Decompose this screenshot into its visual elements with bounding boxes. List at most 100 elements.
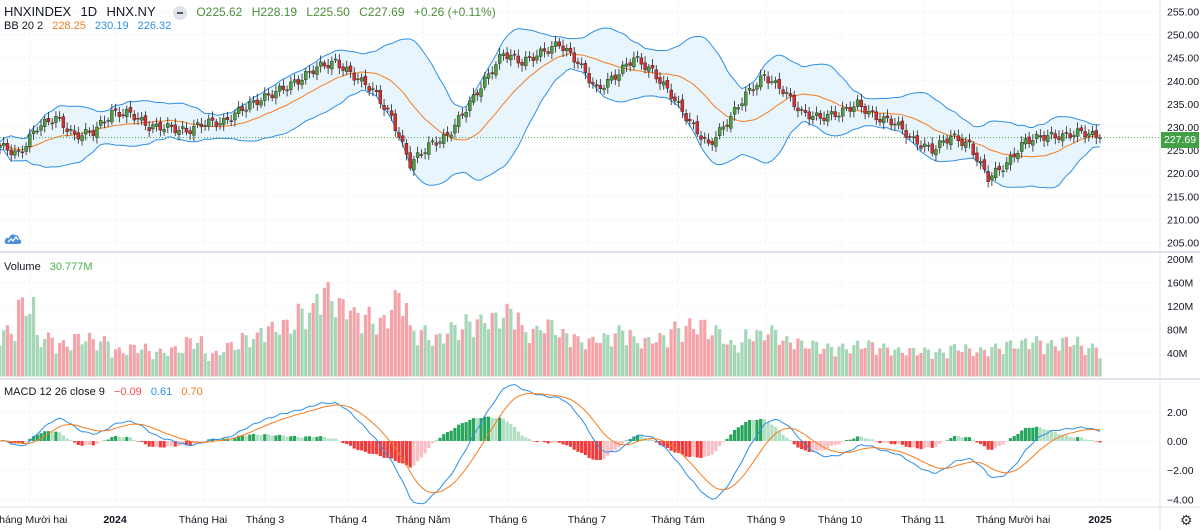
volume-bar bbox=[665, 347, 670, 377]
macd-histogram-bar bbox=[941, 441, 945, 442]
candle-body bbox=[1068, 133, 1072, 138]
candle-body bbox=[460, 113, 465, 116]
candle-body bbox=[878, 118, 882, 123]
volume-bar bbox=[818, 353, 822, 377]
volume-bar bbox=[975, 352, 979, 377]
candle-body bbox=[434, 142, 438, 146]
signal-value: 0.70 bbox=[181, 386, 203, 398]
candle-body bbox=[304, 71, 308, 80]
volume-bar bbox=[718, 329, 722, 377]
volume-bar bbox=[0, 345, 2, 377]
macd-histogram-bar bbox=[1008, 438, 1013, 441]
macd-histogram-bar bbox=[829, 441, 834, 446]
volume-bar bbox=[516, 312, 520, 377]
macd-histogram-bar bbox=[732, 429, 737, 441]
time-tick-label: Tháng Hai bbox=[179, 514, 227, 526]
tradingview-cloud-icon[interactable] bbox=[4, 232, 22, 246]
candle-body bbox=[173, 124, 177, 134]
candle-body bbox=[16, 150, 21, 152]
volume-bar bbox=[501, 317, 505, 377]
time-tick-label: Tháng Mười hai bbox=[976, 514, 1051, 526]
candle-body bbox=[829, 111, 834, 115]
volume-bar bbox=[751, 341, 755, 377]
candle-body bbox=[1072, 135, 1076, 137]
volume-bar bbox=[725, 344, 729, 377]
macd-histogram-bar bbox=[781, 434, 785, 441]
macd-histogram-bar bbox=[166, 441, 170, 447]
candle-body bbox=[229, 120, 233, 122]
macd-histogram-bar bbox=[740, 425, 744, 441]
symbol-name[interactable]: HNXINDEX bbox=[4, 4, 72, 19]
interval[interactable]: 1D bbox=[80, 4, 98, 19]
candle-body bbox=[949, 136, 953, 146]
volume-bar bbox=[848, 353, 852, 377]
candle-body bbox=[587, 73, 591, 84]
volume-bar bbox=[408, 325, 412, 377]
volume-bar bbox=[110, 357, 114, 377]
macd-histogram-bar bbox=[938, 441, 942, 444]
volume-bar bbox=[162, 352, 166, 377]
macd-histogram-bar bbox=[113, 435, 118, 441]
volume-bar bbox=[1042, 354, 1046, 377]
volume-bar bbox=[304, 329, 308, 377]
volume-bar bbox=[684, 325, 688, 377]
candle-body bbox=[1079, 127, 1084, 131]
volume-legend[interactable]: Volume 30.777M bbox=[4, 261, 99, 273]
volume-bar bbox=[412, 330, 416, 377]
candle-body bbox=[352, 72, 356, 81]
macd-histogram-bar bbox=[971, 439, 975, 441]
volume-bar bbox=[967, 348, 972, 377]
candle-body bbox=[9, 149, 13, 156]
volume-bar bbox=[360, 333, 364, 377]
candle-body bbox=[95, 126, 99, 138]
candle-body bbox=[449, 134, 453, 138]
volume-bar bbox=[1064, 337, 1069, 377]
macd-histogram-bar bbox=[1038, 427, 1042, 441]
volume-bar bbox=[438, 333, 442, 377]
volume-bar bbox=[199, 336, 203, 377]
volume-bar bbox=[945, 358, 949, 377]
candle-body bbox=[35, 130, 39, 133]
macd-histogram-bar bbox=[826, 441, 830, 449]
minus-icon[interactable] bbox=[172, 5, 187, 20]
volume-bar bbox=[617, 325, 621, 377]
candle-body bbox=[773, 80, 778, 84]
candle-body bbox=[475, 92, 479, 96]
macd-legend[interactable]: MACD 12 26 close 9 −0.09 0.61 0.70 bbox=[4, 386, 209, 398]
candle-body bbox=[311, 70, 315, 75]
volume-bar bbox=[192, 348, 196, 377]
volume-bar bbox=[803, 348, 808, 377]
volume-bar bbox=[509, 308, 513, 377]
time-tick-label: Tháng 3 bbox=[246, 514, 285, 526]
volume-bar bbox=[673, 321, 677, 377]
volume-bar bbox=[938, 348, 942, 377]
volume-bar bbox=[210, 353, 215, 377]
volume-bar bbox=[348, 310, 353, 377]
volume-bar bbox=[874, 354, 878, 377]
candle-body bbox=[818, 112, 823, 119]
volume-bar bbox=[251, 338, 256, 377]
gear-icon[interactable]: ⚙ bbox=[1180, 512, 1193, 528]
bb-legend[interactable]: BB 20 2 228.25 230.19 226.32 bbox=[4, 20, 177, 32]
macd-histogram-bar bbox=[863, 438, 867, 441]
candle-body bbox=[941, 140, 946, 143]
macd-histogram-bar bbox=[479, 418, 483, 441]
candle-body bbox=[568, 47, 573, 53]
candle-body bbox=[486, 73, 491, 79]
volume-bar bbox=[744, 329, 748, 377]
volume-bar bbox=[863, 347, 867, 377]
volume-bar bbox=[1087, 348, 1091, 377]
volume-bar bbox=[606, 334, 610, 377]
candle-body bbox=[184, 127, 189, 133]
macd-histogram-bar bbox=[658, 441, 662, 446]
macd-histogram-bar bbox=[460, 423, 464, 441]
candle-body bbox=[244, 109, 248, 112]
candle-body bbox=[188, 130, 192, 134]
candle-body bbox=[855, 99, 860, 107]
candle-body bbox=[401, 135, 405, 142]
macd-histogram-bar bbox=[1005, 441, 1009, 442]
candle-body bbox=[281, 85, 286, 90]
volume-bar bbox=[80, 344, 84, 377]
macd-histogram-bar bbox=[964, 437, 968, 441]
